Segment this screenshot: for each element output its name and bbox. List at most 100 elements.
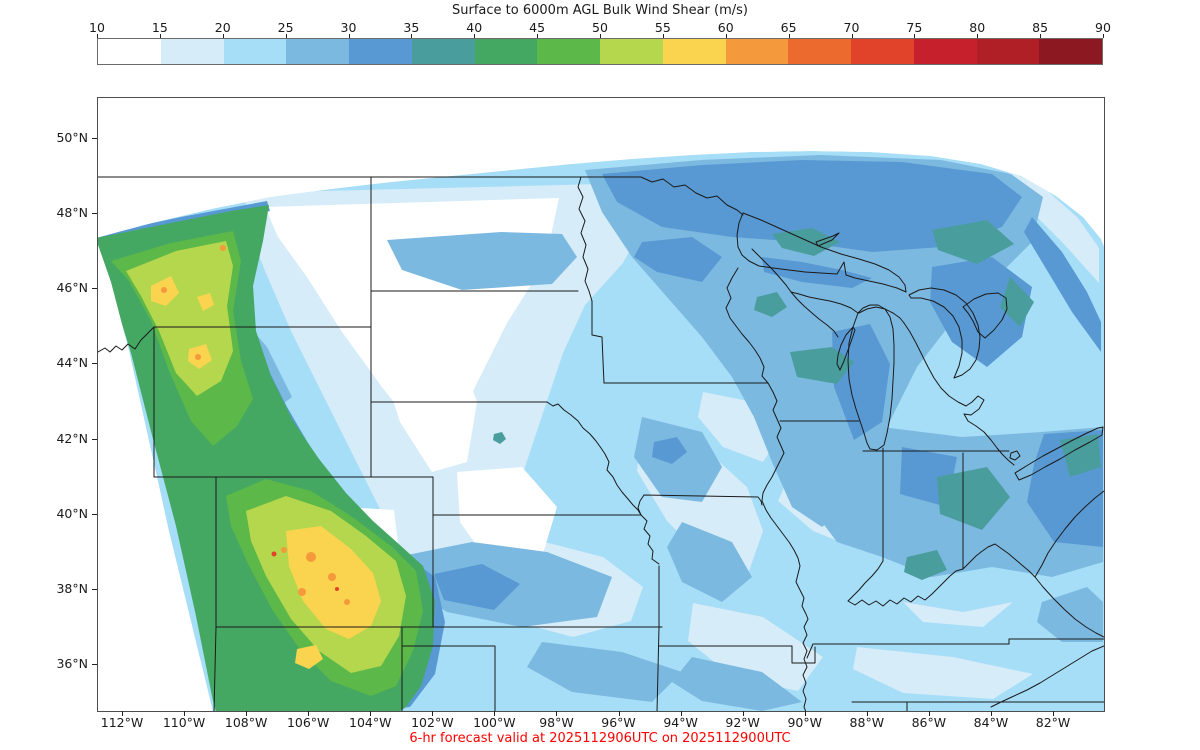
- x-axis-tick-label: 82°W: [1035, 715, 1071, 730]
- colorbar-tick-mark: [1040, 34, 1042, 38]
- y-axis-tick-mark: [92, 288, 97, 290]
- colorbar-bin-12: [851, 39, 914, 64]
- y-axis-tick-mark: [92, 363, 97, 365]
- colorbar-tick-label: 70: [843, 20, 860, 35]
- y-axis-tick-label: 50°N: [56, 130, 88, 145]
- lake-huron: [908, 287, 981, 379]
- y-axis-tick-mark: [92, 138, 97, 139]
- colorbar-tick-label: 50: [592, 20, 608, 35]
- x-axis-tick-label: 96°W: [601, 715, 636, 730]
- x-axis-tick-mark: [866, 711, 868, 716]
- mississippi-river-border: [761, 382, 809, 711]
- colorbar-bin-4: [349, 39, 412, 64]
- colorbar-tick-mark: [851, 34, 853, 38]
- georgian-bay: [962, 292, 1008, 339]
- colorbar-tick-mark: [222, 34, 224, 38]
- colorbar-bin-8: [600, 39, 663, 64]
- plot-title: Surface to 6000m AGL Bulk Wind Shear (m/…: [452, 3, 748, 18]
- x-axis-tick-mark: [308, 711, 310, 716]
- colorbar-tick-label: 15: [151, 20, 168, 35]
- x-axis-tick-label: 92°W: [725, 715, 760, 730]
- colorbar-tick-mark: [662, 34, 664, 38]
- x-axis-tick-mark: [246, 711, 248, 716]
- x-axis-tick-mark: [494, 711, 496, 716]
- lake-michigan: [847, 304, 895, 451]
- idaho-montana-border: [98, 326, 155, 353]
- colorbar-bin-0: [98, 39, 161, 64]
- y-axis-tick-mark: [92, 213, 97, 215]
- colorbar-bin-1: [160, 39, 224, 64]
- colorbar-tick-label: 20: [214, 20, 231, 35]
- wisconsin-michigan-border: [751, 248, 839, 338]
- colorbar-tick-mark: [411, 34, 413, 38]
- x-axis-tick-label: 86°W: [911, 715, 947, 730]
- kentucky-tennessee-border: [806, 638, 1104, 659]
- colorbar-tick-label: 65: [780, 20, 797, 35]
- x-axis-tick-label: 100°W: [473, 715, 516, 730]
- x-axis-tick-label: 90°W: [787, 715, 822, 730]
- x-axis-tick-label: 88°W: [849, 715, 885, 730]
- colorbar-tick-mark: [914, 34, 916, 38]
- kansas-missouri-border: [640, 514, 660, 565]
- red-river-border: [577, 176, 605, 384]
- straight-borders: [98, 176, 1104, 711]
- isle-royale: [815, 232, 840, 247]
- colorbar-tick-label: 45: [529, 20, 546, 35]
- y-axis-tick-label: 48°N: [56, 205, 88, 221]
- x-axis-tick-mark: [184, 711, 186, 716]
- x-axis-tick-mark: [432, 711, 434, 716]
- x-axis-tick-mark: [122, 711, 123, 716]
- y-axis-tick-mark: [92, 513, 97, 515]
- x-axis-tick-mark: [680, 711, 682, 716]
- colorbar-tick-label: 90: [1095, 20, 1111, 35]
- colorbar-bin-13: [913, 39, 977, 64]
- colorbar-tick-label: 60: [717, 20, 734, 35]
- colorbar-bin-5: [411, 39, 475, 64]
- michigan-mitten-shore: [903, 322, 1015, 466]
- colorbar-bin-14: [976, 39, 1040, 64]
- lake-erie: [1014, 426, 1104, 481]
- y-axis-tick-mark: [92, 588, 97, 590]
- colorbar-tick-mark: [600, 34, 601, 38]
- colorbar-tick-label: 40: [466, 20, 483, 35]
- x-axis-tick-label: 112°W: [100, 715, 144, 730]
- colorbar-bin-7: [537, 39, 600, 64]
- colorbar-tick-label: 80: [969, 20, 986, 35]
- x-axis-tick-mark: [1053, 711, 1054, 716]
- colorbar-bin-15: [1039, 39, 1102, 64]
- colorbar-bin-11: [788, 39, 851, 64]
- tennessee-nc-border: [990, 645, 1104, 708]
- shear-fill-layers: [98, 151, 1104, 711]
- x-axis-tick-mark: [742, 711, 744, 716]
- y-axis-tick-label: 40°N: [56, 505, 88, 521]
- iowa-missouri-border: [637, 494, 763, 516]
- colorbar-tick-mark: [97, 34, 98, 38]
- map-frame: [97, 97, 1105, 712]
- x-axis-tick-mark: [618, 711, 620, 716]
- colorbar-bin-3: [286, 39, 349, 64]
- great-lakes: [736, 212, 1104, 481]
- colorbar-tick-mark: [159, 34, 161, 38]
- colorbar-tick-label: 30: [340, 20, 357, 35]
- x-axis-tick-mark: [928, 711, 930, 716]
- colorbar-tick-mark: [977, 34, 979, 38]
- colorbar-tick-label: 75: [906, 20, 923, 35]
- x-axis-tick-label: 102°W: [411, 715, 454, 730]
- x-axis-tick-label: 94°W: [663, 715, 698, 730]
- y-axis-tick-label: 42°N: [56, 430, 88, 446]
- shear-map: [98, 151, 1104, 711]
- x-axis-tick-mark: [990, 711, 992, 716]
- colorbar-bin-2: [223, 39, 287, 64]
- x-axis-tick-label: 84°W: [973, 715, 1009, 730]
- colorbar-tick-mark: [1103, 34, 1104, 38]
- colorbar-bin-9: [662, 39, 726, 64]
- ohio-river-border: [847, 543, 1036, 607]
- kentucky-virginia-border: [1034, 576, 1104, 638]
- colorbar-tick-mark: [725, 34, 727, 38]
- colorbar-tick-label: 25: [277, 20, 294, 35]
- x-axis-tick-label: 98°W: [539, 715, 574, 730]
- colorbar-tick-mark: [788, 34, 790, 38]
- missouri-river-border: [546, 401, 642, 516]
- colorbar-tick-label: 85: [1032, 20, 1049, 35]
